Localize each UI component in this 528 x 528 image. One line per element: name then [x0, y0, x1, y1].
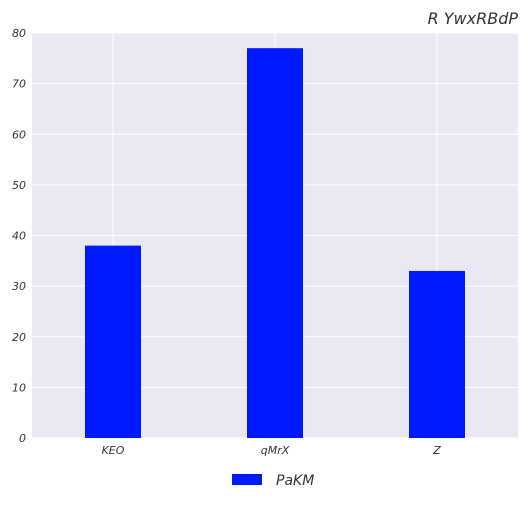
bar-qmrx — [247, 48, 303, 438]
y-tick-label: 10 — [12, 381, 26, 394]
y-tick-label: 20 — [12, 331, 26, 344]
bars — [85, 48, 465, 438]
y-axis-ticks: 0 10 20 30 40 50 60 70 80 — [12, 27, 26, 445]
legend-swatch — [232, 474, 262, 485]
chart-title: R YwxRBdP — [428, 9, 519, 28]
y-tick-label: 50 — [12, 179, 26, 192]
y-tick-label: 40 — [12, 230, 26, 243]
bar-z — [409, 270, 465, 438]
y-tick-label: 30 — [12, 280, 26, 293]
y-tick-label: 80 — [12, 27, 26, 40]
y-tick-label: 0 — [19, 432, 26, 445]
y-tick-label: 70 — [12, 78, 26, 91]
legend: PaKM — [232, 473, 314, 489]
y-tick-label: 60 — [12, 128, 26, 141]
x-tick-label: Z — [432, 444, 441, 457]
bar-keo — [85, 245, 141, 438]
x-tick-label: KEO — [102, 444, 125, 457]
legend-label: PaKM — [276, 473, 314, 489]
x-tick-label: qMrX — [261, 444, 290, 457]
x-axis-ticks: KEO qMrX Z — [102, 444, 442, 457]
